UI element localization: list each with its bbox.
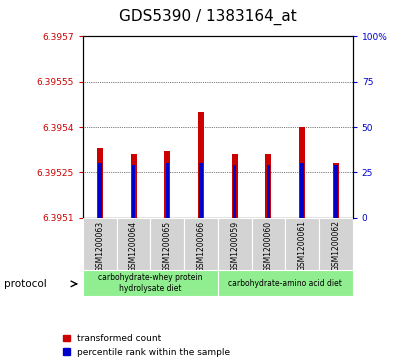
Text: GDS5390 / 1383164_at: GDS5390 / 1383164_at: [119, 9, 296, 25]
Bar: [251, 218, 286, 270]
Bar: [334, 165, 337, 218]
Bar: [266, 154, 271, 218]
Text: GSM1200060: GSM1200060: [264, 220, 273, 272]
Bar: [132, 165, 135, 218]
Text: protocol: protocol: [4, 279, 47, 289]
Bar: [98, 163, 102, 218]
Bar: [117, 218, 151, 270]
Text: GSM1200066: GSM1200066: [197, 220, 205, 272]
Bar: [164, 151, 170, 218]
Bar: [267, 165, 270, 218]
Bar: [131, 154, 137, 218]
Bar: [166, 163, 169, 218]
Bar: [319, 218, 353, 270]
Bar: [198, 112, 204, 218]
Bar: [199, 163, 203, 218]
Bar: [233, 165, 237, 218]
Bar: [97, 148, 103, 218]
Text: GSM1200065: GSM1200065: [163, 220, 172, 272]
Bar: [83, 218, 117, 270]
Bar: [232, 154, 238, 218]
Bar: [300, 163, 304, 218]
Bar: [286, 218, 319, 270]
Bar: [218, 270, 353, 296]
Bar: [218, 218, 251, 270]
Text: carbohydrate-whey protein
hydrolysate diet: carbohydrate-whey protein hydrolysate di…: [98, 273, 203, 293]
Bar: [333, 163, 339, 218]
Bar: [184, 218, 218, 270]
Bar: [83, 270, 218, 296]
Text: GSM1200061: GSM1200061: [298, 220, 307, 272]
Bar: [299, 127, 305, 218]
Text: carbohydrate-amino acid diet: carbohydrate-amino acid diet: [228, 279, 342, 287]
Text: GSM1200062: GSM1200062: [332, 220, 340, 272]
Text: GSM1200064: GSM1200064: [129, 220, 138, 272]
Legend: transformed count, percentile rank within the sample: transformed count, percentile rank withi…: [63, 334, 230, 357]
Bar: [151, 218, 184, 270]
Text: GSM1200059: GSM1200059: [230, 220, 239, 272]
Text: GSM1200063: GSM1200063: [95, 220, 104, 272]
